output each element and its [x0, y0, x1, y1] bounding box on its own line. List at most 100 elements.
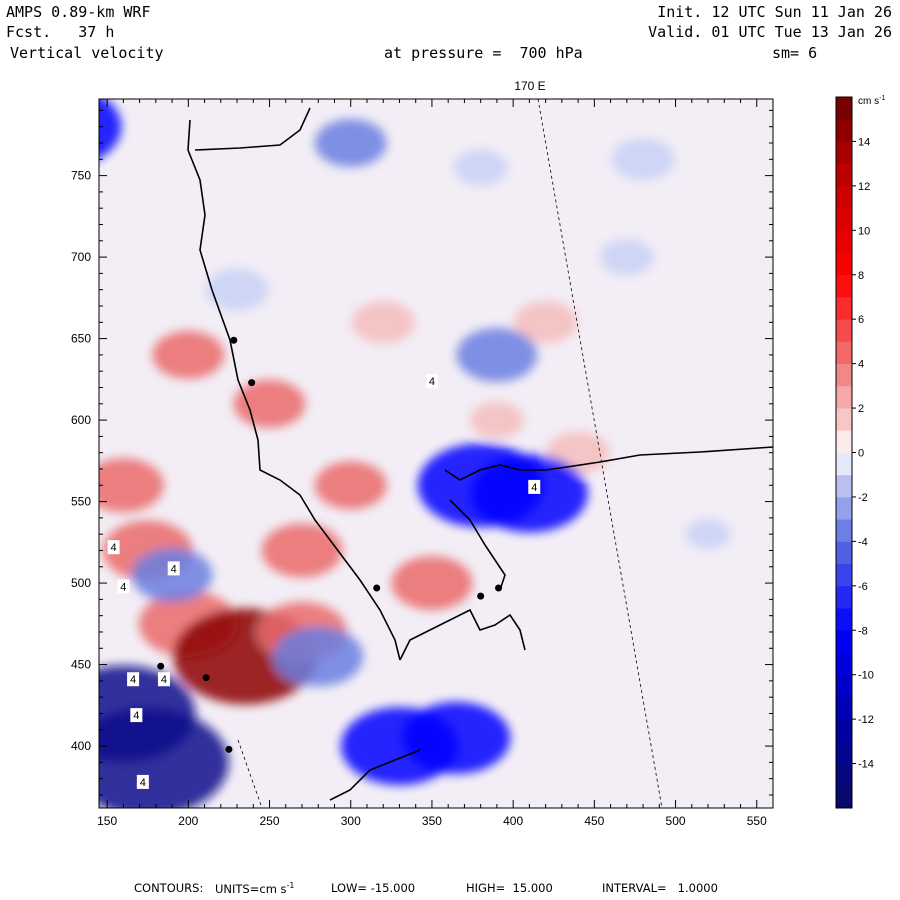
x-tick-label-2: 250	[260, 814, 280, 828]
colorbar: 14 12 10 8 6 4 2 0 -2 -4 -6 -8 -10 -12 -14	[835, 96, 874, 809]
field-blob-16	[99, 99, 122, 159]
contour-label-text-6: 4	[130, 674, 136, 686]
contour-label-text-4: 4	[120, 581, 126, 593]
contour-label-6: 4	[127, 672, 140, 687]
colorbar-tick-label-6: 2	[858, 403, 864, 415]
colorbar-cell	[836, 452, 852, 476]
colorbar-cell	[836, 674, 852, 698]
colorbar-cell	[836, 163, 852, 187]
field-blob-27	[599, 239, 654, 276]
colorbar-cell	[836, 208, 852, 231]
contour-label-text-0: 4	[429, 376, 435, 388]
footer-low: LOW= -15.000	[331, 881, 416, 895]
field-title: Vertical velocity	[10, 44, 164, 62]
coastline-sound	[399, 608, 526, 661]
station-marker-6	[202, 674, 210, 682]
pressure-value: 700 hPa	[519, 44, 583, 62]
colorbar-cell	[836, 385, 852, 409]
contour-label-8: 4	[136, 774, 149, 789]
colorbar-tick-label-7: 0	[858, 448, 864, 460]
colorbar-unit-text: cm s	[858, 96, 879, 107]
contour-label-box-3	[167, 561, 180, 576]
contour-label-3: 4	[167, 561, 180, 576]
contour-label-box-4	[117, 579, 130, 594]
y-tick-label-6: 700	[71, 250, 91, 264]
x-tick-label-4: 350	[422, 814, 442, 828]
colorbar-tick-label-5: 4	[858, 359, 864, 371]
contour-label-box-6	[127, 672, 140, 687]
coastline-north	[194, 107, 311, 151]
footer-contours: CONTOURS:	[134, 881, 204, 895]
field-blob-8	[152, 330, 225, 379]
colorbar-cell	[836, 97, 852, 120]
footer-interval: INTERVAL= 1.0000	[602, 881, 718, 895]
colorbar-tick-label-4: 6	[858, 314, 864, 326]
forecast-value: 37 h	[78, 23, 115, 41]
colorbar-cell	[836, 741, 852, 764]
station-marker-0	[230, 336, 238, 344]
field-blob-29	[205, 268, 269, 311]
contour-label-box-0	[425, 373, 438, 388]
pressure-label: at pressure =	[384, 44, 502, 62]
top-axis-label: 170 E	[514, 79, 545, 93]
colorbar-tick-label-9: -4	[858, 536, 868, 548]
station-layer	[157, 336, 503, 753]
coastline-layer	[187, 107, 773, 801]
x-tick-label-3: 300	[341, 814, 361, 828]
smoothing-label: sm= 6	[772, 44, 818, 62]
colorbar-tick-label-13: -12	[858, 714, 874, 726]
footer-units-exp: -1	[286, 881, 295, 890]
colorbar-tick-label-11: -8	[858, 625, 868, 637]
colorbar-tick-label-0: 14	[858, 136, 870, 148]
y-tick-label-4: 600	[71, 413, 91, 427]
colorbar-cell	[836, 785, 852, 809]
colorbar-cell	[836, 408, 852, 431]
colorbar-cell	[836, 541, 852, 564]
colorbar-cell	[836, 630, 852, 653]
field-blob-13	[469, 402, 524, 439]
contour-label-box-1	[528, 479, 541, 494]
colorbar-cell	[836, 319, 852, 342]
colorbar-unit: cm s-1	[858, 95, 885, 107]
footer-units: UNITS=cm s-1	[215, 881, 295, 896]
x-tick-label-6: 450	[584, 814, 604, 828]
valid-time: Valid. 01 UTC Tue 13 Jan 26	[648, 23, 892, 41]
colorbar-cell	[836, 363, 852, 387]
colorbar-tick-label-1: 12	[858, 181, 870, 193]
init-time: Init. 12 UTC Sun 11 Jan 26	[657, 3, 892, 21]
field-blob-17	[314, 119, 387, 168]
station-marker-1	[248, 379, 256, 387]
station-marker-4	[477, 592, 485, 600]
forecast-hour: Fcst. 37 h	[6, 24, 114, 41]
colorbar-cell	[836, 252, 852, 276]
x-tick-label-1: 200	[178, 814, 198, 828]
colorbar-cell	[836, 496, 852, 520]
colorbar-cell	[836, 719, 852, 742]
colorbar-cell	[836, 652, 852, 676]
field-blob-4	[99, 458, 164, 513]
contour-label-layer: 4 4 4 4 4 4 4 4 4	[107, 373, 541, 789]
contour-label-box-8	[136, 774, 149, 789]
colorbar-cell	[836, 341, 852, 365]
contour-label-5: 4	[157, 672, 170, 687]
colorbar-cell	[836, 585, 852, 609]
field-blob-25	[273, 626, 364, 687]
colorbar-cell	[836, 141, 852, 165]
field-blob-20	[456, 327, 538, 382]
colorbar-cell	[836, 763, 852, 787]
colorbar-cell	[836, 430, 852, 453]
y-tick-label-2: 500	[71, 576, 91, 590]
colorbar-cell	[836, 608, 852, 631]
contour-label-box-2	[107, 540, 120, 555]
field-blob-10	[514, 301, 578, 344]
colorbar-tick-label-8: -2	[858, 492, 868, 504]
field-blob-12	[261, 523, 343, 578]
coastline-south	[329, 749, 421, 801]
colorbar-cell	[836, 296, 852, 320]
plot-frame	[98, 98, 774, 809]
contour-label-4: 4	[117, 579, 130, 594]
model-title: AMPS 0.89-km WRF	[6, 3, 151, 21]
colorbar-cell	[836, 119, 852, 142]
y-tick-label-5: 650	[71, 332, 91, 346]
